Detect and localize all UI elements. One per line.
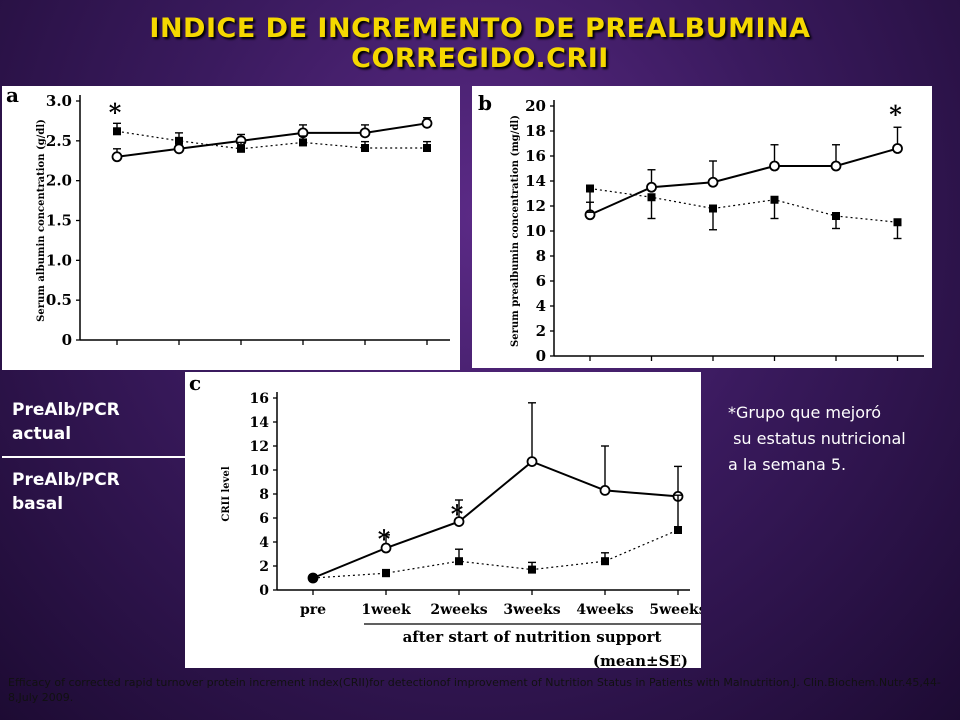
data-point-square [674,526,682,534]
series-1-line [116,122,428,158]
data-point-circle [421,117,433,129]
data-point-square [528,565,536,574]
citation: Efficacy of corrected rapid turnover pro… [8,676,941,704]
data-point-circle [769,160,780,172]
y-tick-label: 18 [525,122,546,140]
slide-title: INDICE DE INCREMENTO DE PREALBUMINA CORR… [0,14,960,74]
significance-asterisk: * [109,98,122,127]
data-point-circle [380,542,392,554]
data-point-square [586,184,594,193]
y-tick-label: 16 [525,147,546,165]
data-point-circle [646,181,657,193]
y-tick-label: 8 [536,247,546,265]
data-point-square [237,144,245,153]
x-axis-label: after start of nutrition support [403,628,662,646]
y-tick-label: 2 [259,559,269,575]
series-2-line [116,130,427,150]
significance-asterisk: * [378,525,391,554]
series-2-line [589,187,898,223]
y-axis-label: Serum prealbumin concentration (mg/dl) [510,115,521,347]
significance-asterisk: * [451,499,464,528]
data-point-square [309,574,317,582]
y-tick-label: 10 [250,463,270,479]
chart-b-svg: b 0 2 4 6 8 10 12 14 16 18 20 Serum prealbumin conce… [478,91,924,365]
y-tick-label: 2.5 [46,132,72,150]
y-tick-label: 14 [525,172,546,190]
x-tick-label: 1week [361,602,411,618]
data-point-square [709,204,717,213]
y-tick-label: 2 [536,322,546,340]
data-point-square [299,138,307,147]
y-tick-label: 0 [62,331,72,349]
data-point-circle [111,151,123,163]
y-tick-label: 2.0 [46,172,72,190]
x-tick-label: 5weeks [649,602,701,618]
y-tick-label: 4 [259,535,269,551]
chart-a-svg: a 0 0.5 1.0 1.5 2.0 2.5 3.0 Serum albumin concen… [6,83,450,349]
data-point-square [382,569,390,578]
data-point-circle [707,176,719,188]
y-tick-label: 1.5 [46,212,72,230]
series-1-line [589,147,898,216]
data-point-square [647,193,656,202]
y-tick-label: 6 [259,511,269,527]
x-tick-label: 2weeks [430,602,487,618]
data-point-square [423,144,431,153]
title-line-1: INDICE DE INCREMENTO DE PREALBUMINA [149,13,811,44]
significance-asterisk: * [889,100,902,129]
data-point-square [770,195,779,204]
y-tick-label: 4 [536,297,546,315]
data-point-square [832,212,840,220]
y-tick-label: 0 [536,347,546,365]
data-point-square [455,557,463,566]
data-point-circle [892,143,903,154]
y-tick-label: 10 [525,222,546,240]
improvement-note: *Grupo que mejoró su estatus nutricional… [728,403,906,474]
y-axis-label: CRII level [221,466,232,521]
y-tick-label: 0 [259,583,269,599]
data-point-square [601,557,609,566]
x-tick-label: 3weeks [503,602,560,618]
data-point-circle [173,143,185,155]
data-point-square [893,218,902,227]
panel-label: a [6,86,19,107]
series-1-line [312,460,679,579]
footnote-mean-se: (mean±SE) [593,652,688,668]
data-point-circle [599,485,611,496]
y-tick-label: 6 [536,272,546,290]
y-tick-label: 12 [525,197,546,215]
y-tick-label: 0.5 [46,291,72,309]
y-tick-label: 16 [250,391,269,407]
data-point-square [175,136,183,145]
data-point-circle [453,516,465,528]
data-point-square [113,127,121,136]
y-tick-label: 12 [250,439,269,455]
chart-panel-b: b 0 2 4 6 8 10 12 14 16 18 20 Serum prealbumin conce… [472,86,932,368]
y-tick-label: 1.0 [46,251,72,269]
y-tick-label: 3.0 [46,92,72,110]
ratio-divider [2,456,194,458]
chart-panel-a: a 0 0.5 1.0 1.5 2.0 2.5 3.0 Serum albumin concen… [2,83,460,370]
panel-label: b [478,91,492,115]
title-line-2: CORREGIDO.CRII [351,43,609,74]
ratio-denominator: PreAlb/PCR basal [12,470,120,514]
x-tick-label: 4weeks [576,602,633,618]
chart-c-svg: c 0 2 4 6 8 10 12 14 16 CRII level * * pre 1week 2weeks… [189,371,707,670]
x-tick-label: pre [300,602,326,618]
data-point-circle [830,160,842,172]
data-point-square [361,144,369,153]
ratio-numerator: PreAlb/PCR actual [12,400,120,444]
data-point-circle [359,127,371,139]
y-axis-label: Serum albumin concentration (g/dl) [36,119,47,322]
y-tick-label: 20 [525,97,546,115]
data-point-circle [526,456,538,467]
y-tick-label: 14 [250,415,270,431]
chart-panel-c: c 0 2 4 6 8 10 12 14 16 CRII level * * pre 1week 2weeks… [185,371,707,670]
series-2-line [312,529,679,579]
y-tick-label: 8 [259,487,269,503]
panel-label: c [189,372,201,395]
